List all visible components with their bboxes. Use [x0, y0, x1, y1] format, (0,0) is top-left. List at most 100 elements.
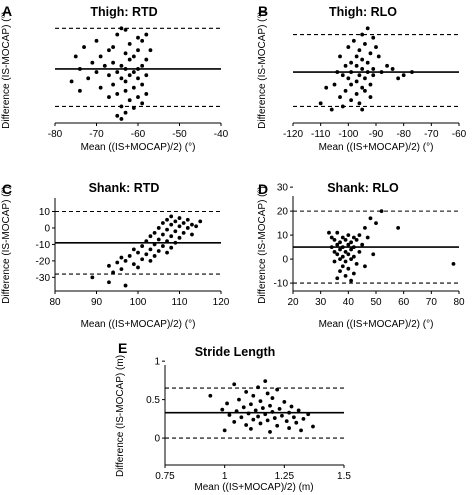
- y-tick-label-d-3: 0: [282, 255, 288, 266]
- data-point-c-1: [177, 216, 182, 220]
- data-point-d-13: [332, 238, 337, 242]
- data-point-b-46: [401, 73, 406, 78]
- x-tick-label-b-2: -100: [338, 129, 358, 140]
- data-point-c-38: [123, 258, 128, 263]
- data-point-e-29: [280, 413, 284, 418]
- data-point-c-8: [169, 222, 174, 227]
- data-point-b-12: [360, 57, 365, 62]
- data-point-b-13: [349, 60, 353, 65]
- data-point-b-42: [357, 101, 362, 106]
- data-point-a-19: [111, 60, 115, 65]
- data-point-d-45: [371, 252, 376, 257]
- x-tick-label-b-4: -80: [396, 129, 411, 140]
- panel-letter-d: D: [258, 181, 268, 197]
- data-point-e-27: [306, 412, 311, 417]
- data-point-a-16: [73, 54, 78, 59]
- data-point-a-34: [136, 76, 140, 81]
- data-point-c-13: [173, 229, 178, 234]
- data-point-a-12: [107, 48, 111, 53]
- data-point-a-25: [123, 67, 128, 71]
- data-point-b-27: [346, 76, 351, 81]
- data-point-e-46: [299, 428, 303, 433]
- data-point-e-34: [301, 416, 306, 421]
- data-point-e-42: [275, 423, 280, 428]
- x-tick-label-e-0: 0.75: [155, 471, 175, 482]
- data-point-c-34: [127, 254, 132, 258]
- data-point-d-10: [340, 235, 345, 240]
- data-point-b-2: [371, 35, 376, 40]
- data-point-e-17: [260, 406, 265, 410]
- data-point-d-26: [332, 249, 337, 254]
- data-point-e-21: [296, 408, 301, 413]
- data-point-d-11: [351, 235, 356, 240]
- data-point-a-10: [136, 48, 140, 53]
- data-point-d-17: [349, 240, 353, 245]
- data-point-c-33: [144, 252, 149, 257]
- x-tick-label-e-3: 1.5: [337, 471, 351, 482]
- data-point-a-7: [127, 42, 132, 46]
- data-point-b-6: [374, 45, 378, 49]
- data-point-a-35: [119, 76, 124, 81]
- data-point-d-39: [346, 266, 351, 271]
- y-axis-label-a: Difference (IS-MOCAP) (°): [1, 11, 12, 129]
- data-point-a-49: [140, 101, 145, 106]
- data-point-e-14: [268, 403, 272, 408]
- data-point-c-11: [185, 226, 190, 230]
- x-axis-label-a: Mean ((IS+MOCAP)/2) (°): [81, 142, 196, 153]
- data-point-a-21: [119, 63, 124, 68]
- data-point-b-4: [363, 42, 367, 46]
- x-tick-label-c-2: 100: [130, 297, 147, 308]
- data-point-c-46: [90, 275, 95, 280]
- data-point-a-23: [102, 63, 107, 68]
- data-point-d-42: [343, 273, 348, 278]
- data-point-e-30: [256, 414, 260, 419]
- data-point-a-37: [123, 79, 128, 84]
- x-axis-label-e: Mean ((IS+MOCAP)/2) (m): [194, 482, 313, 493]
- data-point-e-18: [277, 406, 282, 411]
- data-point-d-4: [396, 226, 401, 230]
- y-tick-label-d-4: -10: [274, 279, 289, 290]
- data-point-d-3: [363, 226, 367, 230]
- data-point-e-35: [251, 417, 256, 422]
- data-point-e-10: [258, 399, 263, 404]
- data-point-d-19: [346, 242, 351, 247]
- data-point-e-4: [244, 390, 249, 394]
- data-point-b-31: [368, 82, 373, 87]
- data-point-a-11: [148, 48, 153, 53]
- data-point-c-37: [140, 257, 145, 262]
- x-tick-label-c-3: 110: [172, 297, 188, 308]
- data-point-c-47: [107, 280, 111, 285]
- data-point-a-17: [144, 57, 149, 62]
- data-point-b-49: [390, 67, 395, 71]
- data-point-d-34: [349, 257, 353, 261]
- panel-d: D Shank: RLO 20 30 40 50 60 70 80 30 20 10 0 -10 Mean …: [257, 181, 465, 330]
- panel-b: B Thigh: RLO -120 -110 -100 -90 -80 -70 -60 Mean …: [257, 3, 467, 153]
- data-point-d-37: [354, 261, 359, 266]
- x-tick-label-a-2: -60: [131, 129, 146, 140]
- x-tick-label-e-1: 1: [222, 471, 228, 482]
- data-point-a-13: [123, 51, 128, 56]
- data-point-b-16: [343, 63, 348, 68]
- data-point-a-51: [131, 106, 136, 110]
- panel-letter-b: B: [258, 3, 268, 19]
- data-point-d-29: [335, 252, 340, 257]
- y-axis-label-b: Difference (IS-MOCAP) (°): [257, 11, 268, 129]
- data-point-b-10: [354, 54, 359, 59]
- data-point-c-30: [156, 249, 161, 253]
- data-point-e-15: [289, 404, 294, 409]
- data-point-e-2: [256, 385, 260, 390]
- data-point-d-28: [357, 249, 362, 254]
- data-point-c-20: [156, 237, 161, 242]
- data-point-c-23: [173, 240, 178, 245]
- x-tick-label-c-0: 80: [49, 297, 61, 308]
- data-point-c-51: [190, 232, 194, 237]
- data-point-b-38: [338, 95, 342, 99]
- data-point-a-45: [115, 92, 120, 96]
- x-tick-label-d-2: 40: [343, 297, 355, 308]
- data-point-c-22: [144, 239, 149, 244]
- data-point-c-12: [165, 227, 169, 232]
- panel-title-c: Shank: RTD: [89, 181, 160, 195]
- data-point-d-6: [335, 230, 340, 235]
- data-point-a-39: [111, 82, 115, 87]
